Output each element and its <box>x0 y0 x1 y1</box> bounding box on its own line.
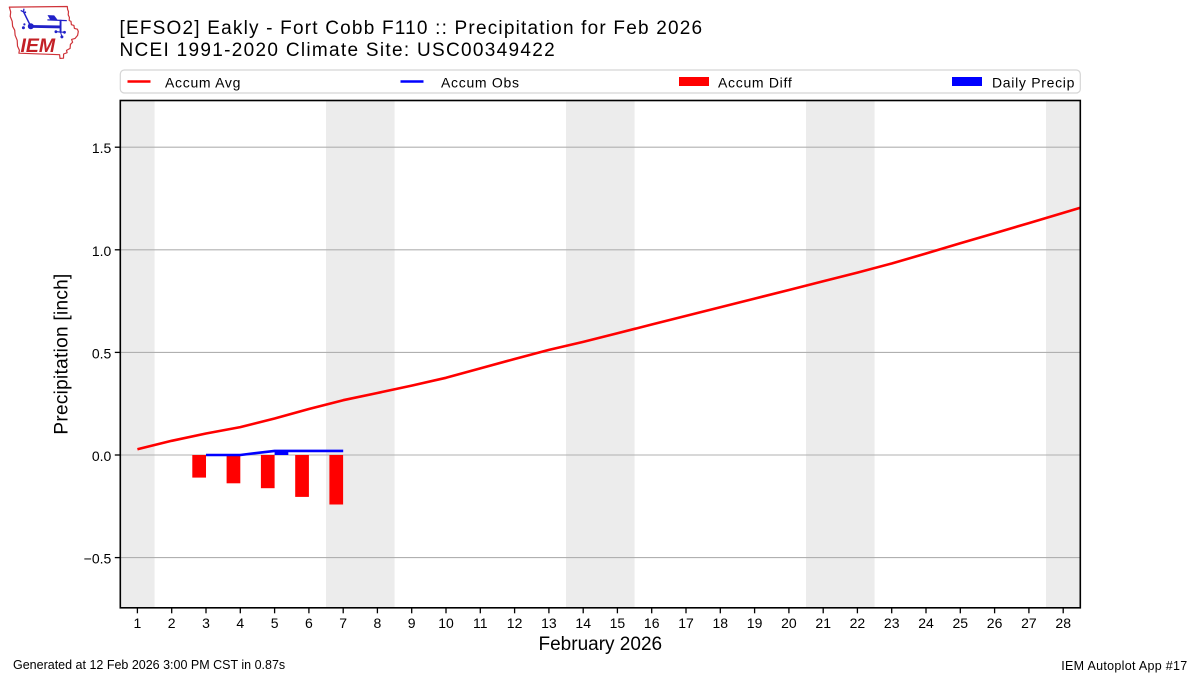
svg-text:17: 17 <box>678 615 694 631</box>
svg-text:16: 16 <box>644 615 660 631</box>
svg-text:27: 27 <box>1021 615 1037 631</box>
svg-text:21: 21 <box>815 615 831 631</box>
svg-text:IEM: IEM <box>21 35 56 57</box>
svg-text:Accum Obs: Accum Obs <box>441 74 520 90</box>
svg-text:9: 9 <box>408 615 416 631</box>
svg-text:18: 18 <box>713 615 729 631</box>
svg-text:[EFSO2] Eakly - Fort Cobb F110: [EFSO2] Eakly - Fort Cobb F110 :: Precip… <box>120 18 704 39</box>
svg-text:Accum Diff: Accum Diff <box>718 74 792 90</box>
svg-text:7: 7 <box>339 615 347 631</box>
svg-text:19: 19 <box>747 615 763 631</box>
svg-text:0.0: 0.0 <box>92 448 112 464</box>
svg-text:24: 24 <box>918 615 934 631</box>
svg-text:3: 3 <box>202 615 210 631</box>
svg-text:22: 22 <box>850 615 866 631</box>
svg-text:Precipitation [inch]: Precipitation [inch] <box>51 273 72 434</box>
svg-text:23: 23 <box>884 615 900 631</box>
svg-text:10: 10 <box>438 615 454 631</box>
svg-text:IEM Autoplot App #17: IEM Autoplot App #17 <box>1061 659 1187 673</box>
svg-text:20: 20 <box>781 615 797 631</box>
svg-text:Accum Avg: Accum Avg <box>165 74 241 90</box>
svg-text:2: 2 <box>168 615 176 631</box>
svg-text:Daily Precip: Daily Precip <box>992 74 1075 90</box>
svg-text:8: 8 <box>374 615 382 631</box>
svg-text:0.5: 0.5 <box>92 345 112 361</box>
svg-text:15: 15 <box>610 615 626 631</box>
svg-text:Generated at 12 Feb 2026 3:00: Generated at 12 Feb 2026 3:00 PM CST in … <box>13 658 285 672</box>
svg-text:25: 25 <box>953 615 969 631</box>
svg-text:NCEI 1991-2020 Climate Site: U: NCEI 1991-2020 Climate Site: USC00349422 <box>120 40 556 61</box>
svg-text:28: 28 <box>1055 615 1071 631</box>
svg-text:12: 12 <box>507 615 523 631</box>
svg-text:14: 14 <box>575 615 591 631</box>
svg-text:26: 26 <box>987 615 1003 631</box>
svg-text:13: 13 <box>541 615 557 631</box>
svg-text:1.0: 1.0 <box>92 243 112 259</box>
svg-text:4: 4 <box>236 615 244 631</box>
svg-text:1.5: 1.5 <box>92 140 112 156</box>
svg-text:1: 1 <box>134 615 142 631</box>
svg-text:−0.5: −0.5 <box>84 551 112 567</box>
svg-text:February 2026: February 2026 <box>539 634 663 655</box>
svg-text:5: 5 <box>271 615 279 631</box>
svg-text:11: 11 <box>473 615 488 631</box>
svg-text:6: 6 <box>305 615 313 631</box>
